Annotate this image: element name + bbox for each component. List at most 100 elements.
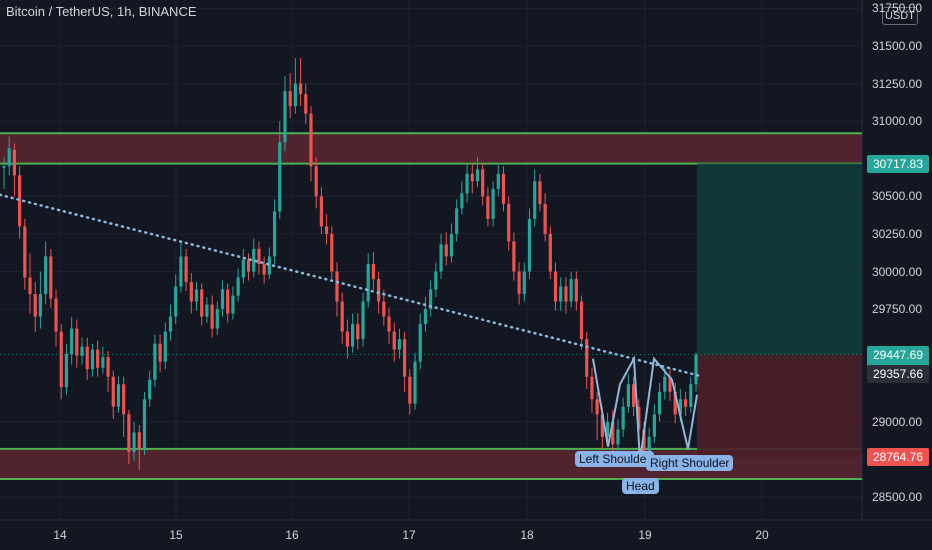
candle	[142, 391, 147, 455]
candle	[486, 187, 490, 227]
candle-body	[366, 263, 370, 302]
candle-body	[683, 399, 688, 407]
candle	[158, 334, 162, 373]
candle-body	[314, 166, 318, 197]
candle-body	[517, 271, 521, 295]
candle	[184, 248, 188, 292]
left-shoulder-label[interactable]: Left Shoulder	[575, 451, 655, 467]
candle	[543, 193, 547, 242]
candle	[361, 292, 365, 347]
candle-body	[590, 376, 594, 400]
symbol-title: Bitcoin / TetherUS, 1h, BINANCE	[6, 4, 197, 19]
candle	[496, 163, 500, 197]
candle-body	[611, 421, 615, 445]
candle-body	[559, 286, 563, 302]
candle-body	[527, 218, 532, 272]
candle-body	[272, 211, 277, 257]
candle	[434, 262, 438, 298]
candle	[683, 391, 688, 416]
candle	[595, 391, 599, 440]
candle-body	[657, 391, 662, 415]
candle	[168, 304, 173, 341]
price-tick: 30500.00	[871, 189, 922, 204]
candle-body	[252, 248, 256, 272]
candle-body	[694, 354, 698, 385]
resistance-zone	[0, 133, 862, 164]
candle-body	[54, 298, 58, 332]
right-shoulder-label[interactable]: Right Shoulder	[646, 455, 734, 471]
candle-body	[574, 279, 578, 302]
candle	[371, 251, 376, 290]
candle-body	[2, 166, 6, 168]
candle	[314, 157, 318, 209]
candle	[475, 157, 480, 188]
candle-body	[324, 226, 329, 234]
candle	[319, 187, 323, 234]
price-tick: 29750.00	[871, 302, 922, 317]
candle-body	[194, 289, 199, 302]
candle	[387, 307, 391, 344]
candle-body	[85, 346, 89, 370]
candle-body	[179, 256, 183, 287]
price-tick: 31500.00	[871, 39, 922, 53]
candle	[283, 76, 287, 152]
candle	[455, 199, 459, 242]
candle-body	[475, 169, 480, 182]
price-tick: 29000.00	[871, 414, 922, 429]
candle	[429, 280, 433, 317]
candle	[226, 283, 230, 323]
candle	[101, 346, 105, 374]
candle-body	[538, 181, 542, 204]
candle	[148, 370, 152, 407]
candle-body	[470, 173, 474, 182]
candle	[75, 319, 79, 368]
candle-body	[449, 233, 454, 257]
candle	[163, 322, 167, 370]
candle-body	[231, 295, 235, 314]
currency-badge[interactable]: USDT	[882, 7, 918, 25]
candle	[96, 340, 100, 377]
candle-body	[647, 436, 651, 452]
candle-body	[288, 91, 292, 107]
candle	[90, 343, 95, 377]
candle	[267, 247, 271, 280]
candle-body	[413, 361, 417, 404]
candle	[345, 319, 349, 359]
time-tick: 19	[638, 528, 652, 542]
candle	[559, 277, 563, 311]
candle-body	[210, 304, 214, 329]
candle	[351, 313, 355, 353]
candle-body	[512, 241, 516, 272]
candle-body	[174, 286, 178, 317]
candle	[689, 376, 693, 413]
candle	[18, 166, 22, 239]
candle-body	[465, 173, 469, 194]
candle	[33, 282, 37, 332]
candle	[304, 83, 308, 125]
candle	[392, 322, 396, 362]
candle-body	[205, 304, 209, 317]
candle	[298, 58, 303, 107]
candle-body	[49, 256, 53, 299]
candle	[590, 367, 594, 413]
candle-body	[298, 83, 303, 95]
candle-body	[18, 175, 22, 227]
candle	[236, 268, 240, 302]
candles	[2, 58, 698, 470]
candle	[397, 328, 402, 359]
candle-body	[423, 309, 428, 325]
candle	[272, 199, 277, 264]
candle-body	[434, 271, 438, 290]
candle	[132, 421, 136, 461]
candle	[262, 256, 266, 284]
current-price-label: 29447.69	[867, 345, 929, 364]
candle	[215, 301, 219, 335]
head-label[interactable]: Head	[622, 478, 659, 494]
candle-body	[148, 379, 152, 400]
candle-body	[90, 349, 95, 370]
candle-body	[522, 271, 526, 295]
candle	[70, 316, 74, 365]
trend-line	[0, 193, 702, 378]
